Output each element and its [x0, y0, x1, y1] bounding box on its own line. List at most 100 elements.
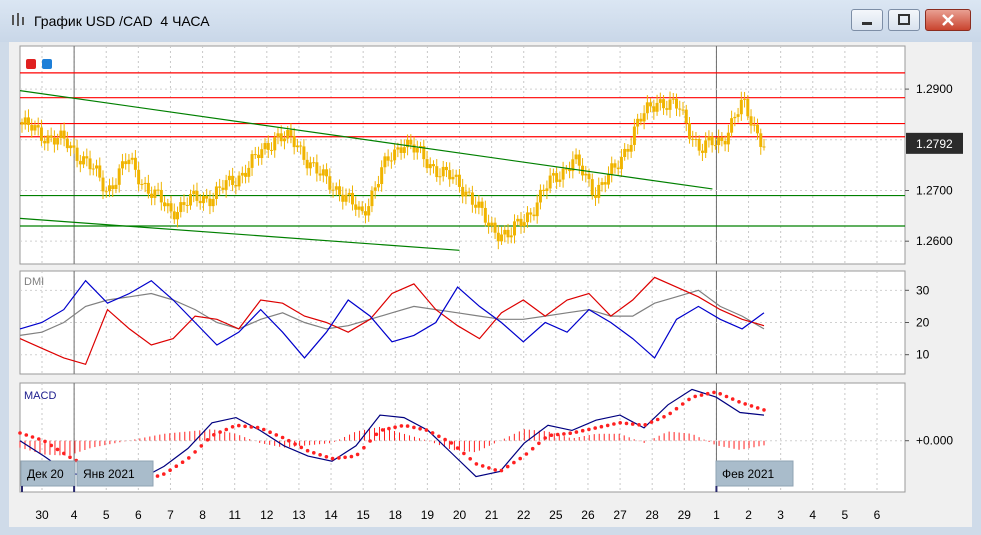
title-bar: График USD /CAD 4 ЧАСА [0, 0, 981, 42]
minimize-button[interactable] [851, 9, 883, 31]
x-tick-label: 22 [517, 508, 531, 522]
blue-toggle-icon[interactable] [42, 59, 52, 69]
candle [503, 229, 507, 235]
signal-dot [487, 466, 491, 470]
signal-dot [468, 457, 473, 461]
x-tick-label: 30 [35, 508, 49, 522]
red-toggle-icon[interactable] [26, 59, 36, 69]
candle [253, 154, 257, 156]
candle [127, 159, 131, 165]
candle [107, 185, 111, 192]
signal-dot [162, 472, 166, 476]
candle [26, 117, 30, 125]
candle [542, 189, 546, 191]
close-button[interactable] [925, 9, 971, 31]
signal-dot [580, 428, 585, 433]
candle [619, 157, 623, 170]
signal-dot [480, 464, 485, 468]
candle [587, 173, 591, 180]
candle [289, 130, 293, 136]
signal-dot [62, 451, 66, 456]
signal-dot [624, 421, 629, 426]
candle [347, 192, 351, 195]
maximize-button[interactable] [888, 9, 920, 31]
signal-dot [549, 433, 554, 438]
candle [535, 202, 539, 217]
candle [555, 173, 559, 182]
candle [95, 165, 99, 169]
candle [130, 157, 134, 160]
y-tick-label: 20 [916, 316, 930, 330]
x-tick-label: 1 [713, 508, 720, 522]
candle [717, 137, 721, 146]
signal-dot [349, 454, 354, 459]
candle [461, 186, 465, 197]
candle [726, 132, 730, 145]
maximize-icon [898, 14, 910, 25]
signal-dot [387, 426, 391, 431]
candle [759, 133, 763, 147]
candle [185, 204, 189, 206]
x-tick-label: 11 [228, 508, 241, 522]
candle [506, 229, 510, 238]
signal-dot [274, 433, 279, 437]
signal-dot [718, 392, 722, 396]
candle [315, 162, 319, 174]
x-tick-label: 6 [135, 508, 142, 522]
candle [331, 189, 335, 191]
candle [172, 211, 176, 220]
candle [36, 125, 40, 128]
dmi-series-line [19, 276, 765, 366]
x-tick-label: 3 [777, 508, 784, 522]
chart-icon [12, 13, 24, 26]
signal-dot [687, 397, 691, 402]
y-tick-label: 1.2600 [916, 234, 953, 248]
signal-dot [224, 427, 229, 432]
candle [743, 98, 747, 100]
trend-line[interactable] [19, 217, 460, 251]
period-label-box [20, 460, 76, 487]
candle [519, 218, 523, 227]
candle [736, 114, 740, 117]
signal-dot [668, 411, 672, 416]
candle [626, 148, 630, 152]
y-tick-label: +0.000 [916, 434, 953, 448]
macd-histogram [19, 426, 765, 456]
candle [49, 135, 53, 138]
candle [513, 221, 517, 236]
candle [632, 126, 636, 145]
signal-dot [380, 428, 385, 432]
candle [150, 193, 154, 198]
candle [357, 206, 361, 210]
candle [451, 176, 455, 180]
x-tick-label: 20 [453, 508, 467, 522]
signal-dot [574, 430, 579, 434]
candle [59, 130, 63, 139]
candle [312, 162, 316, 164]
minimize-icon [862, 22, 872, 25]
candle [668, 99, 672, 110]
signal-dot [287, 438, 291, 443]
candle [584, 173, 588, 176]
candle [360, 206, 364, 212]
candle [655, 102, 659, 112]
trend-line[interactable] [19, 90, 713, 190]
candle [214, 186, 218, 199]
signal-dot [212, 433, 216, 437]
candle [244, 172, 248, 177]
candle [124, 161, 128, 165]
candle [104, 191, 108, 193]
x-tick-label: 5 [103, 508, 110, 522]
candle [169, 203, 173, 212]
candle [577, 154, 581, 166]
signal-dot [562, 432, 566, 436]
y-tick-label: 1.2900 [916, 82, 953, 96]
signal-dot [330, 456, 335, 461]
candle [65, 138, 69, 149]
signal-dot [399, 424, 404, 428]
candle [133, 157, 137, 170]
candle [240, 172, 244, 176]
signal-dot [49, 443, 54, 448]
candle [629, 144, 633, 152]
